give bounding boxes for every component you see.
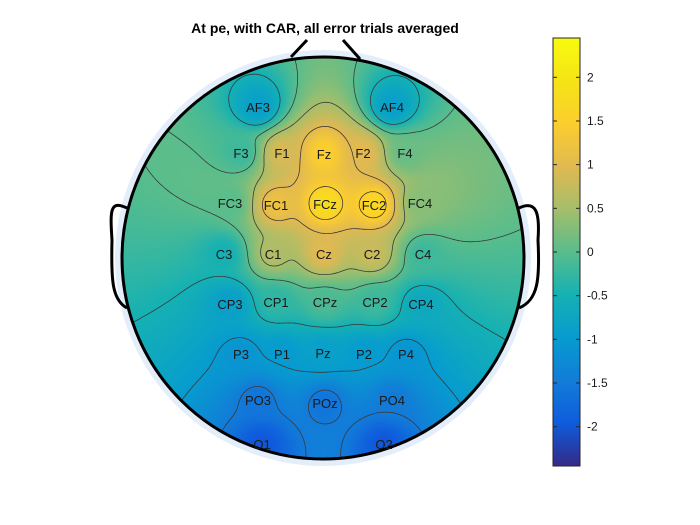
electrode-label-c1: C1 <box>265 247 282 262</box>
nose-outline <box>289 38 362 61</box>
electrode-label-fc2: FC2 <box>362 198 387 213</box>
electrode-label-p4: P4 <box>398 347 414 362</box>
left-ear <box>109 203 128 310</box>
electrode-label-cp1: CP1 <box>263 295 288 310</box>
electrode-label-fz: Fz <box>317 147 331 162</box>
colorbar-tick-label: -0.5 <box>587 289 608 303</box>
electrode-label-po3: PO3 <box>245 393 271 408</box>
electrode-label-poz: POz <box>312 396 337 411</box>
colorbar-tick-label: -1 <box>587 332 598 346</box>
head-outline <box>120 55 526 461</box>
colorbar-tick-label: 0.5 <box>587 201 604 215</box>
electrode-label-o2: O2 <box>375 437 392 452</box>
electrode-label-cp4: CP4 <box>408 297 433 312</box>
electrode-label-af3: AF3 <box>246 100 270 115</box>
electrode-label-o1: O1 <box>253 437 270 452</box>
colorbar-tick-label: -1.5 <box>587 376 608 390</box>
electrode-label-p2: P2 <box>356 347 372 362</box>
colorbar-ticks: 2 1.5 1 0.5 0 -0.5 -1 -1.5 -2 <box>553 70 608 434</box>
electrode-label-fc4: FC4 <box>408 196 433 211</box>
colorbar-tick-label: -2 <box>587 420 598 434</box>
electrode-label-af4: AF4 <box>380 100 404 115</box>
electrode-label-cz: Cz <box>316 247 332 262</box>
electrode-label-c2: C2 <box>364 247 381 262</box>
scalp-heatmap <box>122 57 524 459</box>
electrode-label-pz: Pz <box>315 346 330 361</box>
electrode-label-c4: C4 <box>415 247 432 262</box>
electrode-label-cpz: CPz <box>313 295 338 310</box>
electrode-label-f3: F3 <box>233 146 248 161</box>
electrode-label-f1: F1 <box>274 146 289 161</box>
colorbar-gradient <box>553 38 580 466</box>
electrode-label-fc3: FC3 <box>218 196 243 211</box>
chart-title: At pe, with CAR, all error trials averag… <box>191 20 459 36</box>
colorbar-tick-label: 2 <box>587 70 594 84</box>
electrode-label-fcz: FCz <box>313 197 337 212</box>
right-ear <box>518 204 541 310</box>
colorbar-tick-label: 0 <box>587 245 594 259</box>
electrode-label-f2: F2 <box>355 146 370 161</box>
electrode-label-cp2: CP2 <box>362 295 387 310</box>
colorbar-tick-label: 1.5 <box>587 114 604 128</box>
electrode-label-f4: F4 <box>397 146 412 161</box>
electrode-label-c3: C3 <box>216 247 233 262</box>
electrode-labels: AF3 AF4 F3 F1 Fz F2 F4 FC3 FC1 FCz FC2 FC4 C3 C1 Cz C2 C… <box>216 100 434 452</box>
electrode-label-p3: P3 <box>233 347 249 362</box>
colorbar-tick-label: 1 <box>587 158 594 172</box>
electrode-label-po4: PO4 <box>379 393 405 408</box>
electrode-label-fc1: FC1 <box>264 198 289 213</box>
electrode-label-p1: P1 <box>274 347 290 362</box>
electrode-label-cp3: CP3 <box>217 297 242 312</box>
